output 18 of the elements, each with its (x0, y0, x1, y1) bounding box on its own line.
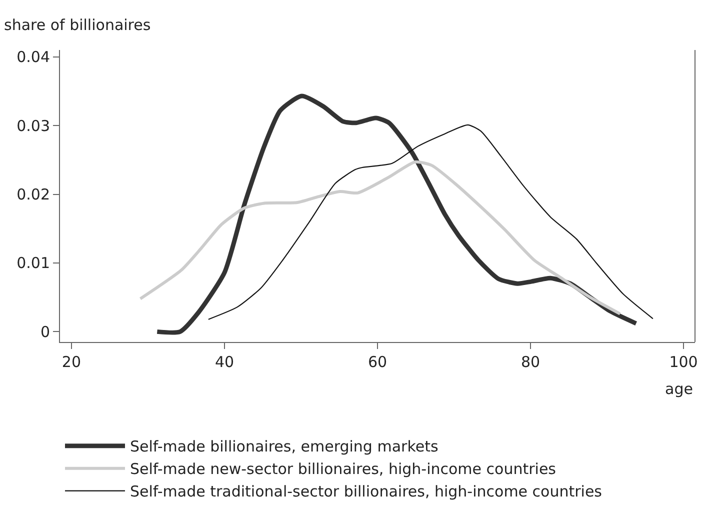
y-tick-label: 0.04 (16, 48, 50, 66)
legend-label: Self-made billionaires, emerging markets (130, 438, 438, 456)
legend-label: Self-made traditional-sector billionaires, high-income countries (130, 482, 602, 501)
y-axis-title: share of billionaires (4, 16, 151, 34)
x-tick-label: 60 (368, 353, 388, 371)
x-axis-title: age (665, 380, 693, 398)
x-tick-label: 20 (62, 353, 82, 371)
line-series (138, 160, 622, 316)
y-tick-label: 0.02 (16, 186, 50, 204)
line-series (154, 94, 638, 335)
line-series (208, 124, 654, 320)
y-tick-label: 0 (40, 322, 50, 341)
y-tick-label: 0.01 (16, 254, 50, 272)
y-tick-label: 0.03 (16, 116, 50, 135)
x-tick-label: 80 (520, 353, 540, 371)
legend-label: Self-made new-sector billionaires, high-income countries (130, 460, 556, 478)
x-tick-label: 40 (214, 353, 234, 371)
x-tick-label: 100 (669, 353, 698, 371)
